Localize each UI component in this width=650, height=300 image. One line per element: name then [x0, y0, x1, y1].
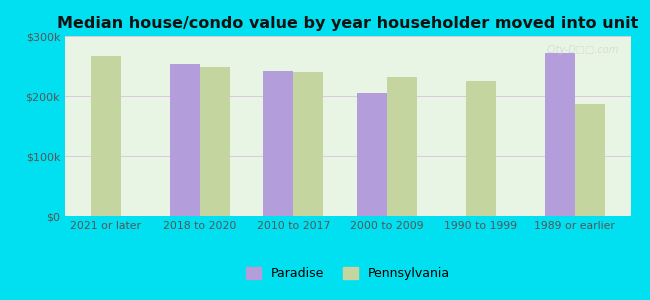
- Title: Median house/condo value by year householder moved into unit: Median house/condo value by year househo…: [57, 16, 638, 31]
- Bar: [357, 93, 387, 216]
- Bar: [466, 81, 496, 216]
- Bar: [293, 72, 323, 216]
- Bar: [91, 56, 121, 216]
- Bar: [545, 53, 575, 216]
- Bar: [200, 67, 229, 216]
- Bar: [263, 71, 293, 216]
- Bar: [387, 77, 417, 216]
- Legend: Paradise, Pennsylvania: Paradise, Pennsylvania: [240, 262, 455, 285]
- Text: City-D□□.com: City-D□□.com: [547, 45, 619, 55]
- Bar: [575, 104, 604, 216]
- Bar: [170, 64, 200, 216]
